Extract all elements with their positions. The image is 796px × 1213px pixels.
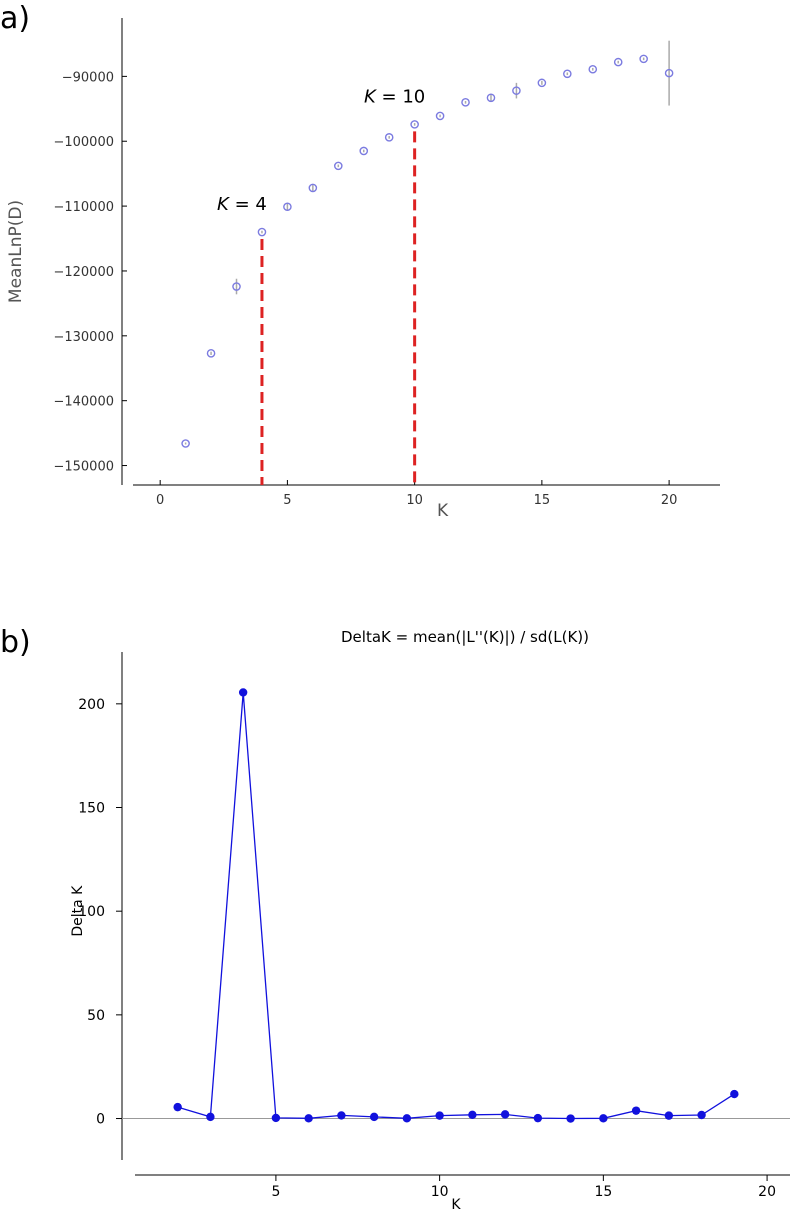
data-point — [486, 93, 496, 103]
panel-a-y-ticks: −150000 −140000 −130000 −120000 −110000 −1000… — [53, 70, 127, 475]
panel-b-label: b) — [0, 625, 31, 660]
y-tick-label: 50 — [87, 1008, 105, 1024]
data-point — [435, 111, 445, 121]
data-point — [566, 1114, 575, 1123]
data-point — [588, 64, 598, 74]
y-tick-label: −90000 — [62, 70, 114, 85]
y-tick-label: 0 — [96, 1112, 105, 1128]
panel-a-points — [181, 40, 674, 448]
data-point — [435, 1111, 444, 1120]
panel-b-y-label: Delta K — [70, 885, 86, 937]
annotation-label: K = 10 — [364, 86, 425, 107]
annotation-k: K — [364, 86, 377, 107]
y-tick-label: −150000 — [53, 460, 114, 475]
panel-b-y-ticks: 0 50 100 150 200 — [78, 697, 122, 1128]
data-point — [500, 1110, 510, 1119]
data-point — [173, 1102, 182, 1112]
panel-b-series — [173, 688, 739, 1123]
data-point — [468, 1110, 477, 1119]
x-tick-label: 10 — [406, 493, 423, 508]
data-point — [238, 688, 248, 697]
panel-a-x-label: K — [437, 501, 449, 521]
y-tick-label: −140000 — [53, 395, 114, 410]
data-point — [730, 1089, 739, 1099]
panel-a: a) −150000−140000−130000−120000−110000−1… — [0, 1, 720, 521]
data-point — [410, 120, 419, 129]
data-point — [664, 1111, 674, 1120]
data-point — [533, 1113, 543, 1123]
annotation-k: K — [217, 194, 230, 215]
x-tick-label: 15 — [594, 1184, 612, 1200]
panel-a-x-ticks: 0 5 10 15 20 — [156, 480, 677, 508]
x-tick-label: 0 — [156, 493, 164, 508]
panel-a-y-label: MeanLnP(D) — [6, 200, 26, 303]
data-point — [271, 1113, 281, 1123]
data-point — [206, 1112, 215, 1122]
y-tick-label: 200 — [78, 697, 105, 713]
annotation-value: = 4 — [229, 194, 267, 215]
data-point — [283, 202, 292, 212]
y-tick-label: 150 — [78, 801, 105, 817]
panel-b-x-ticks: 5 10 15 20 — [271, 1175, 776, 1200]
data-point — [232, 282, 241, 291]
data-point — [537, 78, 547, 88]
x-tick-label: 20 — [758, 1184, 776, 1200]
data-point — [337, 1111, 346, 1120]
data-point — [257, 227, 267, 237]
y-tick-label: −120000 — [53, 265, 114, 280]
data-point — [613, 57, 623, 67]
data-point — [697, 1110, 706, 1120]
x-tick-label: 5 — [283, 493, 291, 508]
x-tick-label: 20 — [661, 493, 678, 508]
data-point — [599, 1114, 608, 1123]
data-point — [359, 146, 369, 156]
data-point — [369, 1112, 379, 1122]
data-point — [308, 183, 318, 193]
data-point — [631, 1106, 641, 1115]
data-point — [206, 349, 216, 358]
y-tick-label: 100 — [78, 904, 105, 920]
y-tick-label: −100000 — [53, 135, 114, 150]
y-tick-label: −110000 — [53, 200, 114, 215]
series-line — [177, 692, 735, 1120]
data-point — [563, 69, 572, 79]
y-tick-label: −130000 — [53, 330, 114, 345]
data-point — [181, 439, 190, 448]
panel-b-x-label: K — [451, 1197, 461, 1213]
x-tick-label: 5 — [271, 1184, 280, 1200]
data-point — [512, 86, 521, 95]
panel-a-label: a) — [0, 1, 30, 36]
x-tick-label: 10 — [431, 1184, 449, 1200]
data-point — [639, 54, 648, 64]
panel-a-annotations: K = 4K = 10 — [217, 86, 425, 485]
data-point — [384, 133, 394, 142]
annotation-label: K = 4 — [217, 194, 267, 215]
panel-b: b) DeltaK = mean(|L''(K)|) / sd(L(K)) 0 5… — [0, 625, 790, 1213]
data-point — [333, 161, 343, 171]
panel-b-title: DeltaK = mean(|L''(K)|) / sd(L(K)) — [341, 628, 589, 646]
data-point — [664, 68, 674, 78]
annotation-value: = 10 — [376, 86, 425, 107]
data-point — [461, 98, 470, 107]
x-tick-label: 15 — [534, 493, 551, 508]
data-point — [304, 1114, 313, 1123]
data-point — [402, 1114, 412, 1123]
